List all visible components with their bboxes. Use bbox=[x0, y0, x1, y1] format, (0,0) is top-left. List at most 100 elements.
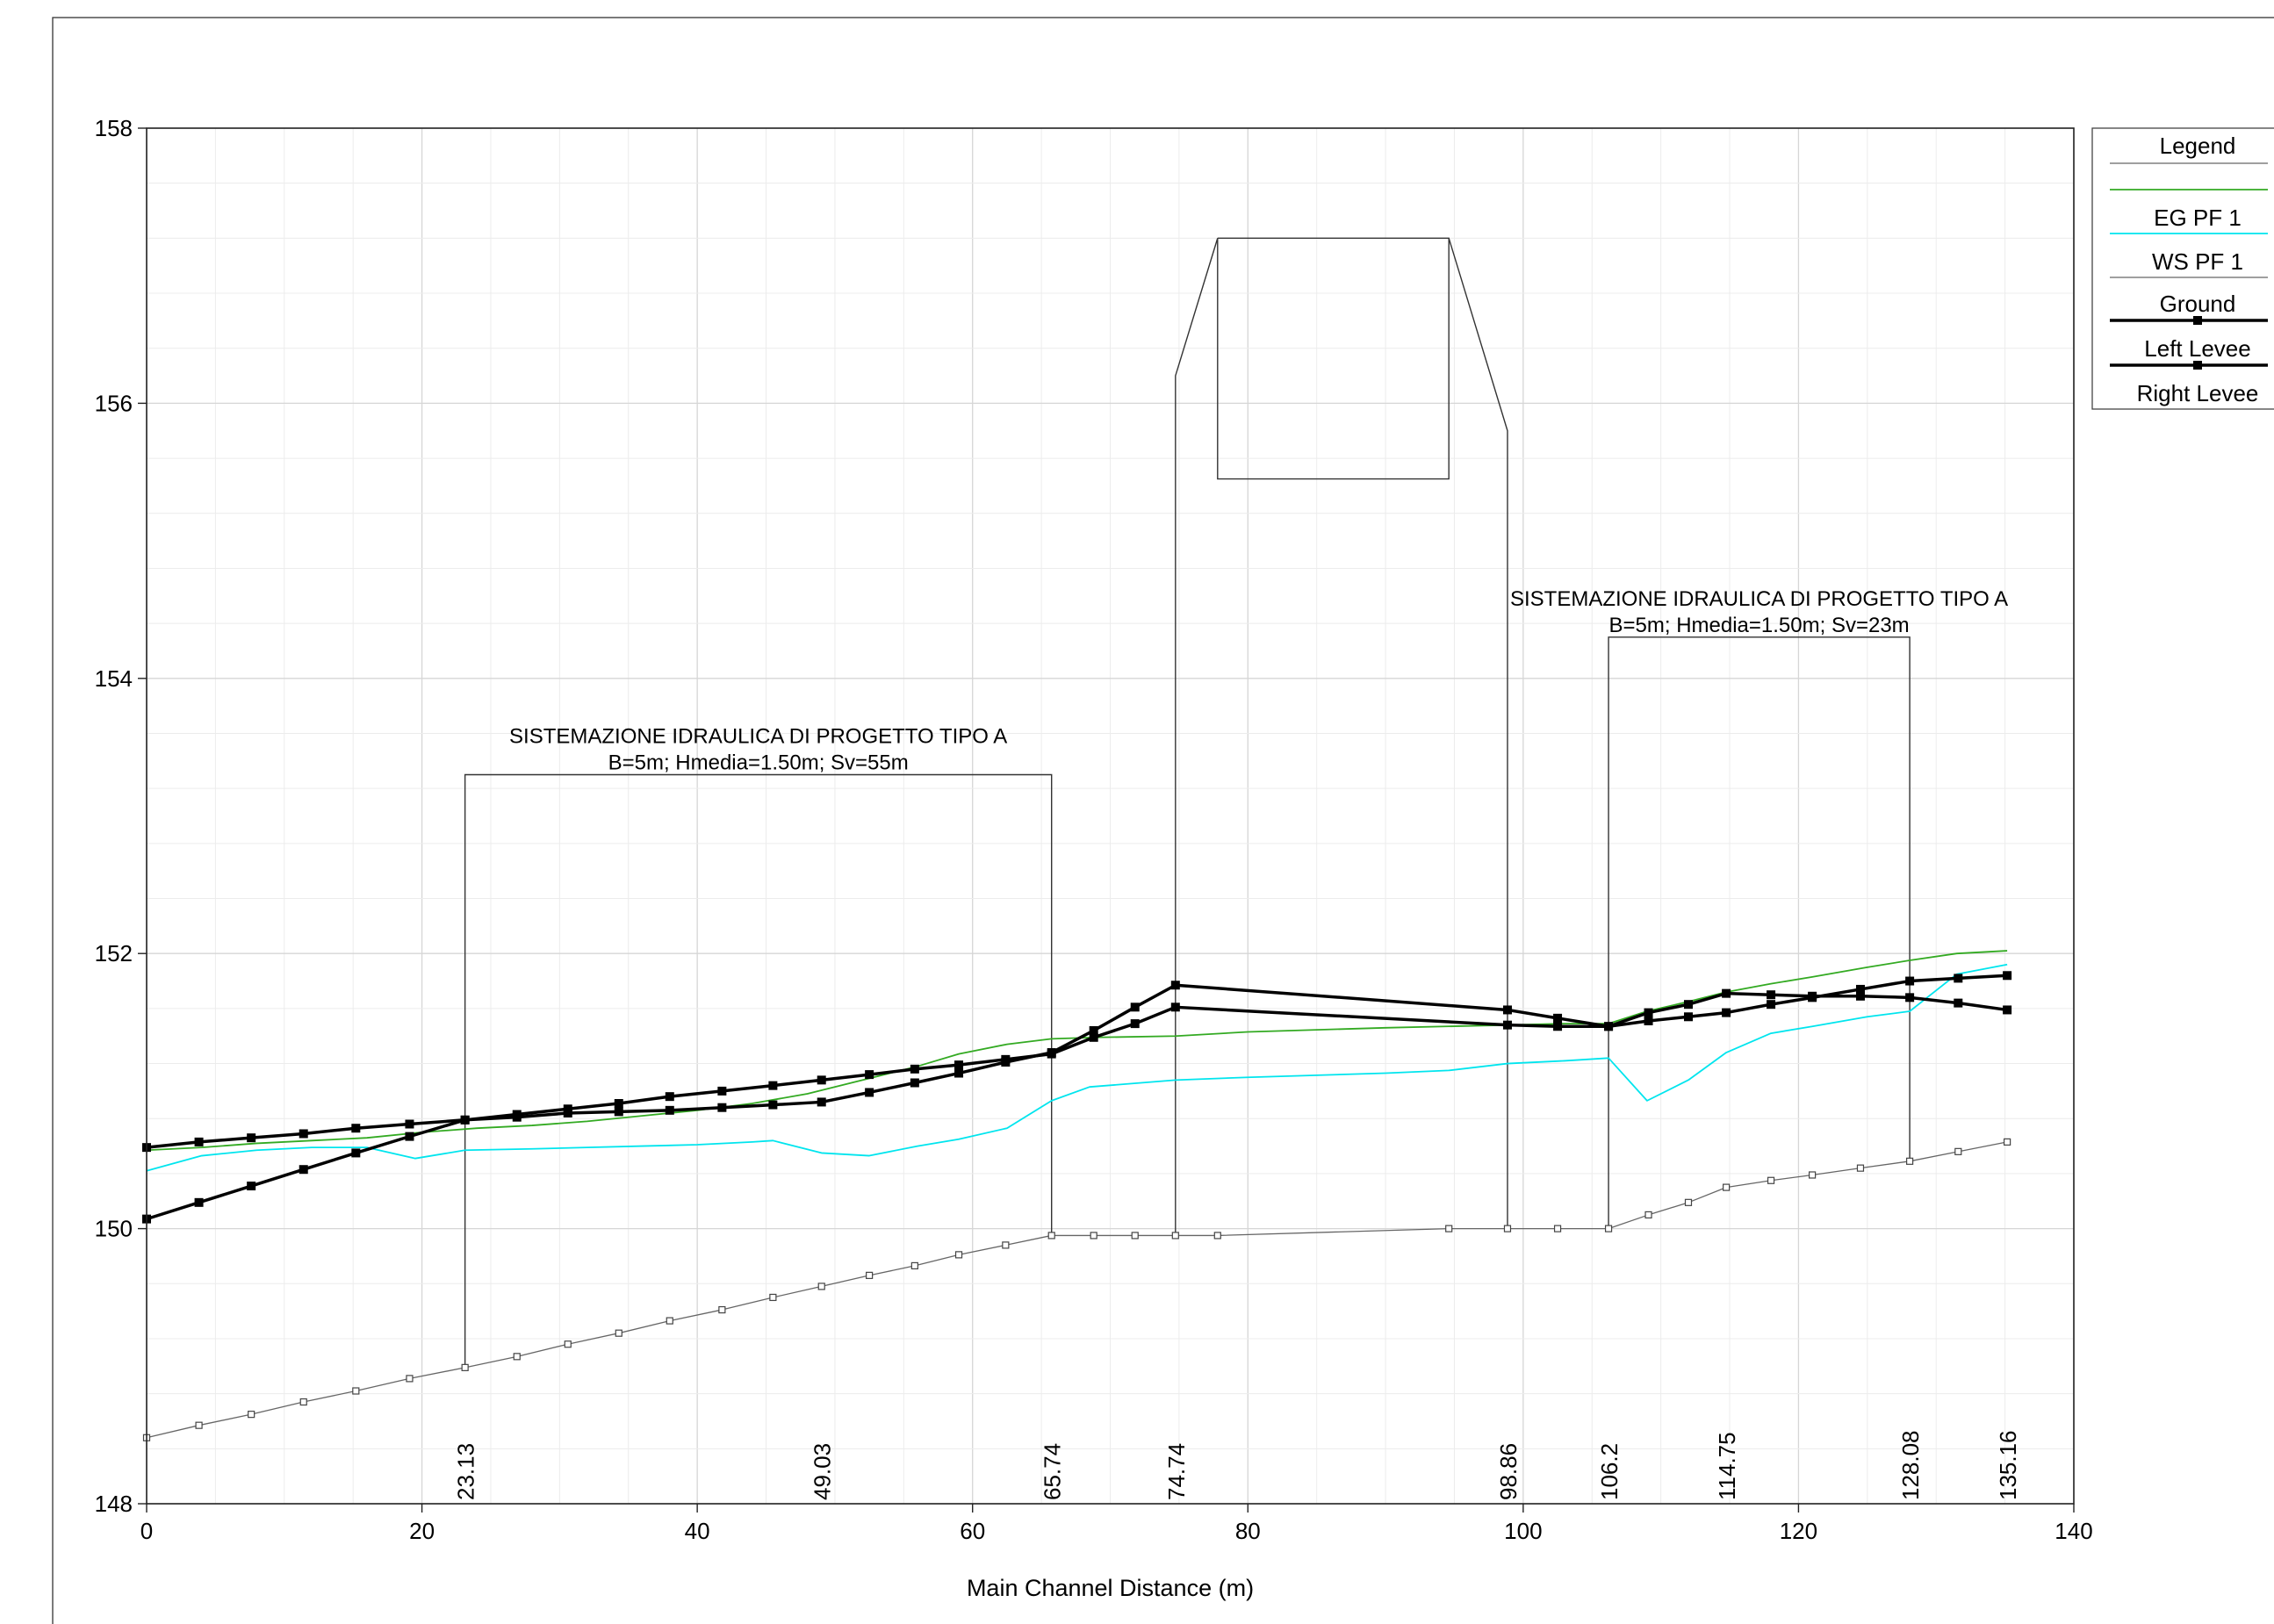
y-tick-label: 154 bbox=[95, 665, 133, 692]
data-point bbox=[817, 1075, 826, 1085]
data-point bbox=[865, 1088, 874, 1097]
data-point bbox=[910, 1261, 918, 1270]
data-point bbox=[1684, 1012, 1693, 1022]
station-label: 98.86 bbox=[1495, 1443, 1522, 1500]
data-point bbox=[1130, 1019, 1140, 1029]
data-point bbox=[461, 1363, 469, 1371]
x-tick-label: 100 bbox=[1504, 1518, 1542, 1544]
y-tick-label: 156 bbox=[95, 390, 133, 416]
station-labels: 23.13 49.03 65.74 74.74 98.86 106.2 114.75 128.… bbox=[453, 1430, 2021, 1500]
data-point bbox=[1553, 1225, 1562, 1232]
data-point bbox=[195, 1421, 203, 1429]
station-label: 114.75 bbox=[1714, 1432, 1740, 1500]
legend-label: Right Levee bbox=[2137, 380, 2259, 406]
data-point bbox=[1808, 993, 1817, 1002]
data-point bbox=[768, 1100, 778, 1110]
data-point bbox=[1954, 974, 1963, 983]
plot-frame bbox=[146, 127, 2075, 1505]
x-tick-label: 20 bbox=[409, 1518, 435, 1544]
data-point bbox=[1684, 1000, 1693, 1010]
data-point bbox=[351, 1148, 361, 1158]
station-label: 23.13 bbox=[453, 1443, 479, 1500]
data-point bbox=[1047, 1049, 1056, 1059]
data-point bbox=[1553, 1022, 1563, 1031]
annotation-bracket bbox=[1608, 636, 1911, 1229]
data-point bbox=[954, 1060, 964, 1070]
data-point bbox=[910, 1064, 919, 1074]
data-point bbox=[299, 1165, 308, 1175]
data-point bbox=[954, 1251, 963, 1259]
page-frame bbox=[52, 17, 2274, 1624]
data-point bbox=[1644, 1016, 1653, 1025]
station-label: 106.2 bbox=[1596, 1443, 1623, 1500]
series-left-levee bbox=[142, 981, 2012, 1224]
data-point bbox=[513, 1353, 521, 1361]
annotation-title: SISTEMAZIONE IDRAULICA DI PROGETTO TIPO … bbox=[1510, 587, 2008, 611]
data-point bbox=[1906, 1157, 1914, 1165]
data-point bbox=[718, 1305, 726, 1314]
data-point bbox=[614, 1107, 623, 1117]
data-point bbox=[1213, 1232, 1221, 1240]
series-line bbox=[146, 1141, 2008, 1439]
series-ws-pf-1 bbox=[146, 963, 2008, 1172]
series-line bbox=[146, 983, 2008, 1221]
data-point bbox=[665, 1105, 674, 1115]
data-point bbox=[1503, 1225, 1512, 1232]
data-point bbox=[1855, 984, 1865, 994]
data-point bbox=[1553, 1013, 1563, 1023]
data-point bbox=[1644, 1008, 1653, 1017]
data-point bbox=[564, 1340, 572, 1348]
axes: 0 20 40 60 80 100 120 140 148 150 152 154 156 158 Main… bbox=[95, 115, 2093, 1601]
data-point bbox=[1722, 988, 1731, 998]
data-point bbox=[1089, 1032, 1098, 1042]
station-label: 49.03 bbox=[810, 1443, 836, 1500]
data-point bbox=[1604, 1022, 1614, 1031]
legend-label: Ground bbox=[2160, 291, 2236, 317]
data-point bbox=[769, 1293, 777, 1302]
data-point bbox=[1767, 990, 1776, 1000]
legend: Legend EG PF 1 WS PF 1 Ground Left Levee Righ… bbox=[2091, 127, 2274, 410]
legend-title: Legend bbox=[2160, 133, 2236, 159]
data-point bbox=[1001, 1054, 1011, 1064]
data-point bbox=[1809, 1171, 1817, 1179]
culvert-outline bbox=[1175, 237, 1508, 1236]
x-tick-label: 0 bbox=[140, 1518, 153, 1544]
data-point bbox=[2003, 971, 2012, 981]
data-point bbox=[666, 1317, 673, 1325]
data-point bbox=[1002, 1241, 1010, 1249]
legend-label: EG PF 1 bbox=[2154, 205, 2242, 231]
x-axis-title: Main Channel Distance (m) bbox=[967, 1575, 1254, 1601]
data-point bbox=[1767, 1176, 1775, 1184]
series-eg-pf-1 bbox=[146, 950, 2008, 1152]
x-tick-label: 120 bbox=[1780, 1518, 1817, 1544]
data-point bbox=[1856, 1164, 1865, 1172]
data-point bbox=[1171, 1232, 1179, 1240]
annotation-title: SISTEMAZIONE IDRAULICA DI PROGETTO TIPO … bbox=[509, 724, 1007, 748]
data-point bbox=[405, 1132, 414, 1141]
data-point bbox=[248, 1411, 255, 1419]
data-point bbox=[1905, 976, 1915, 986]
series-right-levee bbox=[142, 971, 2012, 1153]
grid bbox=[146, 127, 2075, 1505]
legend-label: Left Levee bbox=[2144, 335, 2250, 362]
data-point bbox=[954, 1068, 964, 1078]
data-point bbox=[1767, 1000, 1776, 1010]
data-point bbox=[717, 1103, 727, 1112]
data-point bbox=[1131, 1232, 1139, 1240]
station-label: 128.08 bbox=[1897, 1430, 1924, 1500]
data-point bbox=[1954, 998, 1963, 1008]
y-tick-label: 150 bbox=[95, 1216, 133, 1242]
data-point bbox=[615, 1329, 622, 1337]
data-point bbox=[1130, 1002, 1140, 1012]
data-point bbox=[247, 1182, 256, 1191]
data-point bbox=[194, 1197, 204, 1207]
legend-marker bbox=[2193, 361, 2202, 370]
data-point bbox=[1604, 1225, 1613, 1232]
data-point bbox=[1047, 1232, 1055, 1240]
x-tick-label: 40 bbox=[685, 1518, 710, 1544]
data-point bbox=[2004, 1138, 2011, 1146]
x-tick-label: 60 bbox=[960, 1518, 985, 1544]
data-point bbox=[299, 1129, 308, 1139]
station-label: 135.16 bbox=[1995, 1430, 2021, 1500]
